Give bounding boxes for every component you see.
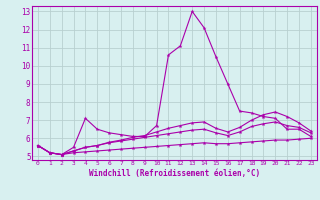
X-axis label: Windchill (Refroidissement éolien,°C): Windchill (Refroidissement éolien,°C) bbox=[89, 169, 260, 178]
